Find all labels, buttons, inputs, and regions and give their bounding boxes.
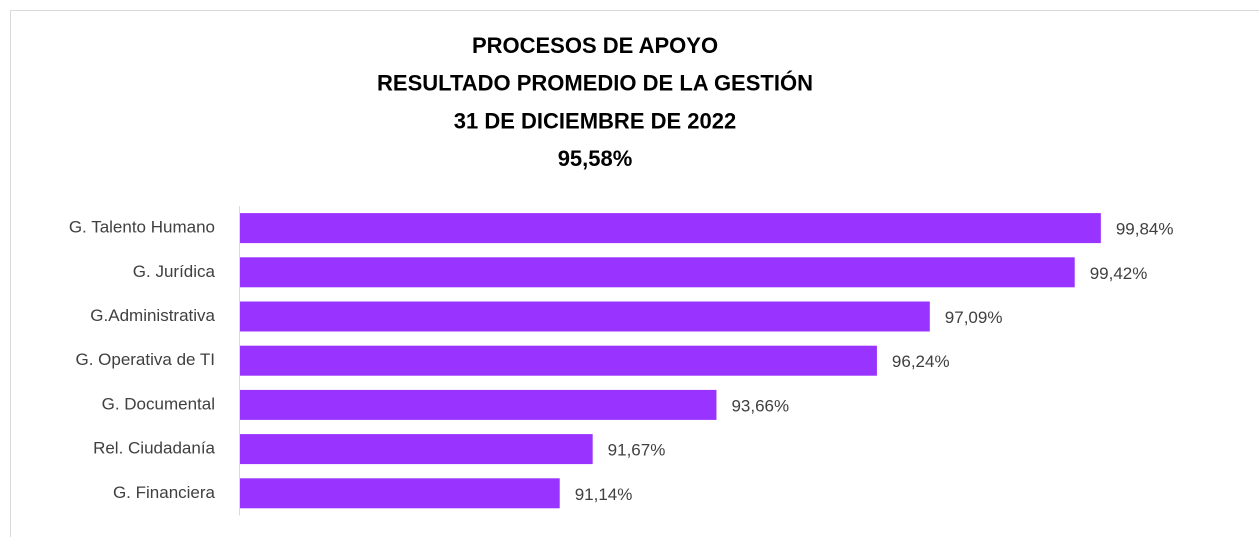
value-label: 99,84% [1116, 220, 1174, 239]
value-label: 99,42% [1090, 264, 1148, 283]
value-label: 93,66% [731, 396, 789, 415]
category-label: G. Talento Humano [69, 218, 215, 237]
category-label: Rel. Ciudadanía [93, 439, 215, 458]
bar [240, 257, 1075, 288]
category-label: G.Administrativa [90, 306, 215, 325]
value-label: 91,67% [608, 441, 666, 460]
category-label: G. Operativa de TI [75, 350, 215, 369]
chart-title: RESULTADO PROMEDIO DE LA GESTIÓN [377, 71, 813, 96]
value-label: 96,24% [892, 352, 950, 371]
category-label: G. Financiera [113, 483, 216, 502]
chart-border [10, 10, 1259, 537]
chart-title: 95,58% [558, 146, 633, 171]
bar [240, 434, 593, 465]
bar [240, 478, 560, 509]
value-label: 97,09% [945, 308, 1003, 327]
bar [240, 345, 877, 376]
chart-title: PROCESOS DE APOYO [472, 33, 718, 58]
category-label: G. Documental [102, 394, 215, 413]
bar [240, 389, 717, 420]
value-label: 91,14% [575, 485, 633, 504]
bar [240, 213, 1101, 244]
chart-title: 31 DE DICIEMBRE DE 2022 [454, 108, 736, 133]
category-label: G. Jurídica [133, 262, 216, 281]
bar [240, 301, 930, 332]
